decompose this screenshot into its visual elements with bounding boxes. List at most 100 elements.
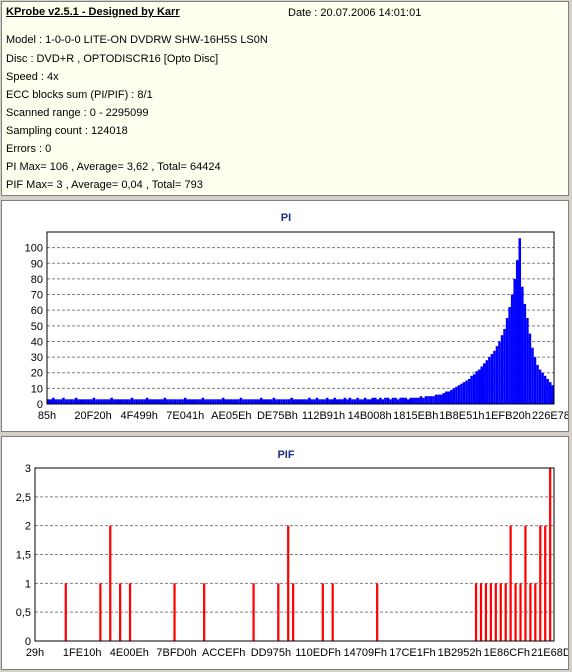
pi-bar [135, 399, 139, 404]
pi-bar [422, 397, 425, 404]
pi-bar [292, 399, 296, 404]
pi-bar [171, 399, 174, 404]
pi-chart-title: PI [281, 212, 291, 224]
pi-bar [72, 399, 75, 404]
pi-bar [356, 397, 359, 404]
pif-bar [109, 525, 112, 641]
pi-bar [125, 399, 129, 404]
pi-bar [424, 396, 428, 404]
pif-bar [292, 583, 295, 641]
pi-ytick-label: 60 [31, 305, 43, 317]
pi-bar [143, 399, 146, 404]
pif-ytick-label: 0,5 [16, 607, 31, 619]
pi-bar [401, 397, 405, 404]
pif-ytick-label: 1 [25, 578, 31, 590]
pif-xtick-label: 21E68Dh [531, 647, 568, 659]
pi-bar [417, 397, 420, 404]
pi-bar [130, 397, 134, 404]
pi-bar [206, 399, 210, 404]
pi-bar [123, 399, 126, 404]
pi-bar [381, 399, 385, 404]
pi-ytick-label: 80 [31, 274, 43, 286]
pi-bar [351, 399, 354, 404]
pi-bar [303, 399, 306, 404]
pi-bar [140, 399, 144, 404]
pif-bar [277, 583, 280, 641]
pi-bar [318, 399, 321, 404]
pi-bar [252, 399, 255, 404]
pi-bar [47, 399, 50, 404]
pi-bar [475, 371, 478, 404]
pi-bar [485, 360, 489, 404]
pi-bar [429, 396, 433, 404]
pi-bar [315, 397, 319, 404]
pi-bar [79, 399, 83, 404]
pi-xtick-label: 7E041h [166, 410, 204, 422]
pi-ytick-label: 100 [25, 243, 43, 255]
pi-bar [117, 399, 121, 404]
pif-chart: PIF 0 0,5 1 1,5 2 2,5 3 29h 1FE10h 4E00Eh 7BFD0h A… [16, 449, 568, 659]
pi-bar [391, 397, 395, 404]
pi-bar [498, 341, 501, 404]
pi-bar [325, 397, 329, 404]
pif-bar [504, 583, 507, 641]
pi-xtick-label: 20F20h [74, 410, 111, 422]
pi-bar [366, 399, 369, 404]
pi-bar [82, 399, 86, 404]
pi-bar [341, 399, 344, 404]
speed-line: Speed : 4x [6, 71, 59, 83]
pi-bar [328, 399, 331, 404]
pi-bar [409, 397, 413, 404]
pif-bar [252, 583, 255, 641]
pi-bar [444, 391, 448, 404]
pi-bar [536, 364, 539, 404]
pi-bar [320, 399, 324, 404]
pi-bar [414, 397, 418, 404]
pi-bar [442, 393, 445, 404]
pi-xtick-label: 226E78h [532, 410, 568, 422]
pi-bar [480, 366, 484, 404]
pi-bar [531, 347, 534, 404]
pi-bar [462, 382, 466, 404]
pi-bar [196, 399, 200, 404]
pi-bar [508, 307, 511, 404]
pi-bar [295, 399, 298, 404]
pi-bar [467, 378, 471, 404]
scan-date: Date : 20.07.2006 14:01:01 [288, 7, 422, 19]
pi-bar [330, 399, 334, 404]
pi-bar [439, 394, 443, 404]
pi-bar [396, 399, 400, 404]
pi-plot-frame [46, 231, 555, 405]
pif-chart-title: PIF [277, 449, 294, 461]
pi-xtick-label: 1EFB20h [485, 410, 531, 422]
pi-xtick-label: 112B91h [302, 410, 345, 422]
pi-bar [265, 399, 268, 404]
pif-bar [534, 583, 537, 641]
pi-bar [181, 399, 184, 404]
pi-bar [183, 397, 187, 404]
pi-bar [374, 397, 377, 404]
pi-bar [368, 399, 372, 404]
pi-bar [523, 303, 527, 404]
sampling-line: Sampling count : 124018 [6, 125, 128, 137]
pi-bar [92, 397, 96, 404]
pi-bar [394, 397, 397, 404]
pi-bar [59, 399, 63, 404]
pi-summary-line: PI Max= 106 , Average= 3,62 , Total= 644… [6, 161, 221, 173]
pi-bar [209, 399, 212, 404]
pi-ytick-label: 40 [31, 336, 43, 348]
pi-bar [234, 399, 238, 404]
range-line: Scanned range : 0 - 2295099 [6, 107, 149, 119]
pi-bar [145, 397, 149, 404]
pi-bar [242, 399, 245, 404]
pi-bar [239, 397, 243, 404]
pi-xtick-label: 14B008h [348, 410, 392, 422]
pi-bar [229, 399, 233, 404]
pi-bar [128, 399, 131, 404]
pi-bar [77, 399, 80, 404]
pi-bar [105, 399, 108, 404]
pi-bar [90, 399, 93, 404]
pi-bar [232, 399, 235, 404]
pif-bar [544, 525, 547, 641]
pi-bar [500, 335, 504, 404]
